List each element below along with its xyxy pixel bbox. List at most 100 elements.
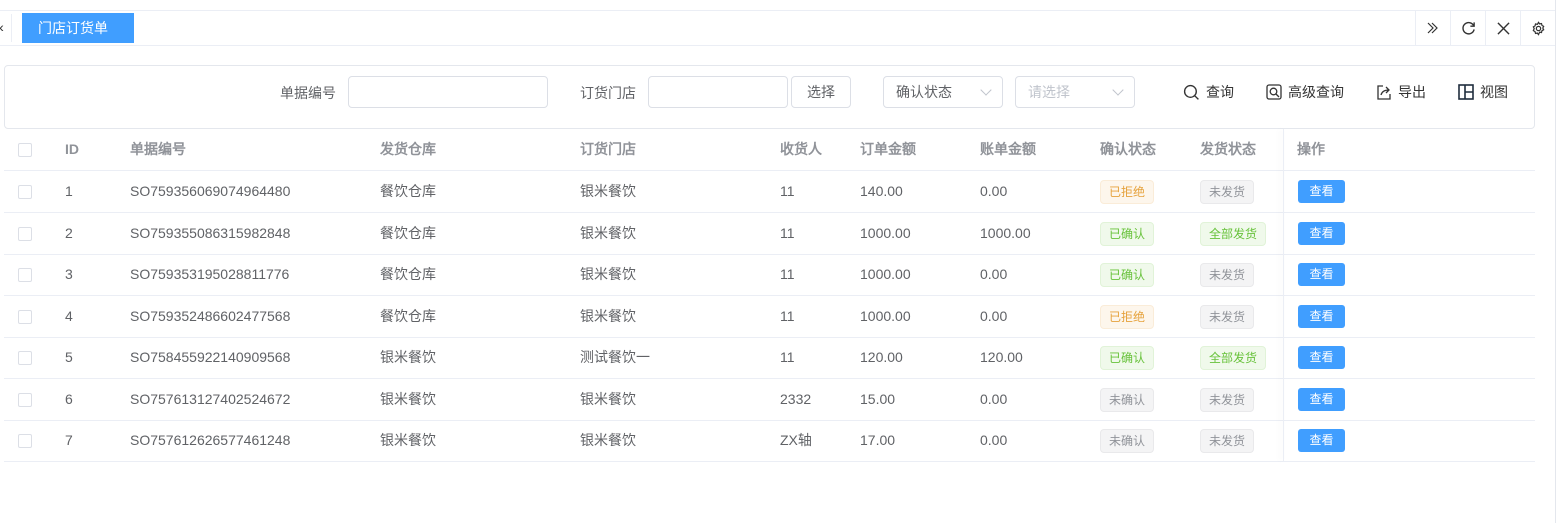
view-button[interactable]: 查看 <box>1298 221 1345 245</box>
table-cell: SO757612626577461248 <box>130 432 291 448</box>
refresh-icon[interactable] <box>1450 11 1485 45</box>
table-cell: SO759355086315982848 <box>130 224 291 241</box>
table-cell: 5 <box>65 349 73 365</box>
table-row: 4 SO759352486602477568 餐饮仓库 银米餐饮 11 1000.00 0.… <box>4 296 1535 338</box>
table-cell: 餐饮仓库 <box>380 224 436 241</box>
table-cell: 1000.00 <box>860 307 911 324</box>
status-badge: 未确认 <box>1100 387 1155 412</box>
table-cell: SO759352486602477568 <box>130 307 291 324</box>
view-label: 视图 <box>1480 84 1508 100</box>
table-cell: 2 <box>65 224 73 241</box>
table-row: 1 SO759356069074964480 餐饮仓库 银米餐饮 11 140.00 0.0… <box>4 171 1535 213</box>
export-icon <box>1377 85 1391 100</box>
table-cell: ZX轴 <box>780 432 812 448</box>
table-cell: 银米餐饮 <box>580 224 636 241</box>
table-cell: 餐饮仓库 <box>380 307 436 324</box>
column-header: 确认状态 <box>1100 141 1156 157</box>
export-button[interactable]: 导出 <box>1376 82 1426 102</box>
view-button[interactable]: 查看 <box>1298 387 1345 411</box>
row-checkbox[interactable] <box>18 392 32 407</box>
table-cell: 15.00 <box>860 390 896 407</box>
row-checkbox[interactable] <box>18 351 32 365</box>
column-header: 操作 <box>1297 141 1325 157</box>
table-cell: 1000.00 <box>860 224 911 241</box>
view-button[interactable]: 查看 <box>1298 180 1345 203</box>
tab-store-order[interactable]: 门店订货单 <box>22 13 134 43</box>
row-checkbox[interactable] <box>18 185 32 199</box>
table-cell: 17.00 <box>860 432 896 448</box>
advanced-search-button[interactable]: 高级查询 <box>1266 82 1344 102</box>
close-icon[interactable] <box>1485 11 1520 45</box>
table-cell: 120.00 <box>860 349 903 365</box>
table-cell: 银米餐饮 <box>380 349 436 365</box>
status-badge: 未确认 <box>1100 429 1155 453</box>
filter-panel <box>4 65 1535 129</box>
table-cell: 1000.00 <box>860 266 911 282</box>
view-button[interactable]: 查看 <box>1298 304 1345 328</box>
layout-view-icon <box>1458 84 1474 100</box>
status-badge: 已拒绝 <box>1100 304 1155 329</box>
column-header: 单据编号 <box>130 141 186 157</box>
table-cell: 银米餐饮 <box>380 390 436 407</box>
column-header: 收货人 <box>780 141 822 157</box>
status-value-select[interactable]: 请选择 <box>1015 76 1135 108</box>
view-button[interactable]: 查看 <box>1298 263 1345 286</box>
table-cell: 11 <box>780 266 795 282</box>
status-field-value: 确认状态 <box>896 84 952 100</box>
table-cell: 11 <box>780 183 795 199</box>
search-icon <box>1183 84 1199 100</box>
table-cell: 4 <box>65 307 73 324</box>
table-cell: 银米餐饮 <box>580 432 636 448</box>
view-button[interactable]: 查看 <box>1298 346 1345 369</box>
column-header: 订货门店 <box>580 141 636 157</box>
status-field-select[interactable]: 确认状态 <box>883 76 1003 108</box>
table-cell: 测试餐饮一 <box>580 349 650 365</box>
fixed-column-divider <box>1283 129 1284 461</box>
status-badge: 全部发货 <box>1200 221 1267 246</box>
select-store-button[interactable]: 选择 <box>791 76 851 108</box>
search-button[interactable]: 查询 <box>1183 82 1234 102</box>
search-label: 查询 <box>1206 84 1234 100</box>
column-header: 发货状态 <box>1200 141 1256 157</box>
table-cell: SO757613127402524672 <box>130 390 291 407</box>
table-cell: 3 <box>65 266 73 282</box>
table-row: 7 SO757612626577461248 银米餐饮 银米餐饮 ZX轴 17.00 0.0… <box>4 420 1535 462</box>
status-badge: 未发货 <box>1200 304 1255 329</box>
table-cell: 0.00 <box>980 432 1008 448</box>
advanced-search-icon <box>1266 84 1282 100</box>
row-checkbox[interactable] <box>18 434 32 448</box>
row-checkbox[interactable] <box>18 226 32 241</box>
status-badge: 未发货 <box>1200 180 1255 204</box>
table-cell: 餐饮仓库 <box>380 183 436 199</box>
view-button[interactable]: 视图 <box>1458 82 1508 102</box>
select-all-checkbox[interactable] <box>18 143 32 157</box>
divider <box>1555 0 1556 523</box>
doc-no-label: 单据编号 <box>280 85 336 101</box>
status-badge: 未发货 <box>1200 263 1255 287</box>
chevron-down-icon <box>980 84 992 96</box>
status-badge: 已确认 <box>1100 263 1155 287</box>
table-cell: 6 <box>65 390 73 407</box>
view-button[interactable]: 查看 <box>1298 429 1345 452</box>
double-chevron-right-icon[interactable] <box>1415 11 1450 45</box>
table-header: ID 单据编号 发货仓库 订货门店 收货人 订单金额 账单金额 确认状态 发货状态 操作 <box>4 129 1535 171</box>
store-input[interactable] <box>648 76 788 108</box>
double-chevron-left-icon[interactable]: « <box>0 14 12 42</box>
table-cell: 120.00 <box>980 349 1023 365</box>
table-cell: 1 <box>65 183 73 199</box>
doc-no-input[interactable] <box>348 76 548 108</box>
row-checkbox[interactable] <box>18 268 32 282</box>
table-cell: 0.00 <box>980 390 1008 407</box>
column-header: 订单金额 <box>860 141 916 157</box>
row-checkbox[interactable] <box>18 309 32 324</box>
table-cell: 11 <box>780 224 795 241</box>
table-cell: 银米餐饮 <box>580 266 636 282</box>
store-label: 订货门店 <box>580 85 636 101</box>
status-badge: 已确认 <box>1100 221 1155 246</box>
table-cell: 11 <box>780 349 795 365</box>
table-cell: 140.00 <box>860 183 903 199</box>
advanced-search-label: 高级查询 <box>1288 84 1344 100</box>
chevron-down-icon <box>1112 84 1124 96</box>
gear-icon[interactable] <box>1520 11 1555 45</box>
table-cell: 银米餐饮 <box>380 432 436 448</box>
